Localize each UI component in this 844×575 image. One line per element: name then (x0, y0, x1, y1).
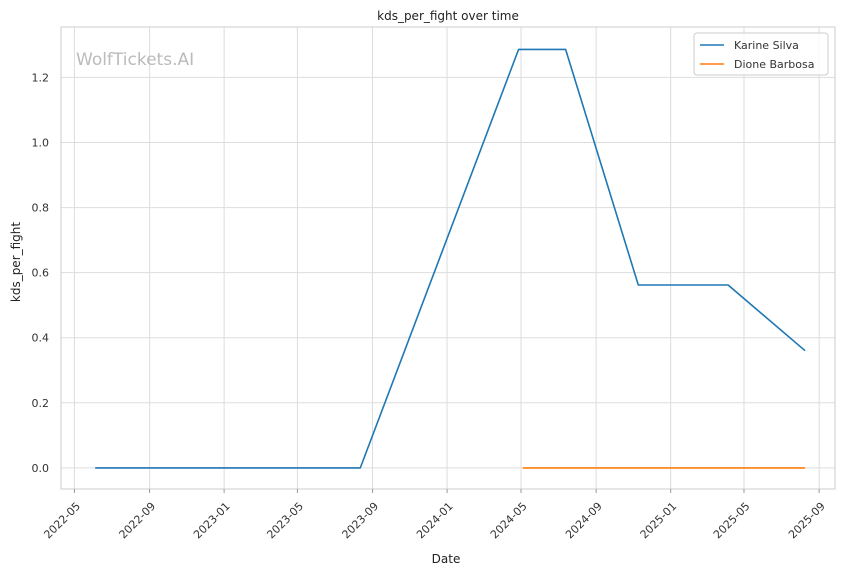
x-tick-label: 2023-09 (340, 500, 382, 542)
x-tick-label: 2022-05 (41, 500, 83, 542)
chart-title: kds_per_fight over time (377, 9, 519, 23)
x-tick-label: 2022-09 (117, 500, 159, 542)
x-tick-label: 2025-09 (786, 500, 828, 542)
legend-label: Dione Barbosa (734, 58, 815, 71)
x-tick-label: 2024-05 (488, 500, 530, 542)
x-tick-label: 2025-01 (638, 500, 680, 542)
axis-ticks: 2022-05 2022-09 2023-01 2023-05 2023-09 2024-… (32, 71, 828, 541)
x-tick-label: 2025-05 (711, 500, 753, 542)
series-lines (95, 48, 806, 469)
y-axis-label: kds_per_fight (9, 222, 23, 303)
y-tick-label: 0.8 (32, 202, 50, 215)
x-tick-label: 2023-05 (264, 500, 306, 542)
legend-box (693, 32, 829, 76)
watermark: WolfTickets.AI (76, 50, 194, 70)
grid-lines (61, 27, 835, 489)
x-tick-label: 2024-01 (414, 500, 456, 542)
plot-area (60, 26, 836, 490)
y-tick-label: 0.0 (32, 462, 50, 475)
x-tick-label: 2024-09 (563, 500, 605, 542)
series-line-karine-silva (95, 48, 806, 469)
y-tick-label: 0.6 (32, 267, 50, 280)
x-tick-label: 2023-01 (191, 500, 233, 542)
y-tick-label: 0.4 (32, 332, 50, 345)
x-axis-label: Date (432, 552, 461, 566)
y-tick-label: 0.2 (32, 397, 50, 410)
y-tick-label: 1.0 (32, 137, 50, 150)
y-tick-label: 1.2 (32, 71, 50, 84)
legend-label: Karine Silva (734, 39, 799, 52)
legend: Karine Silva Dione Barbosa (693, 32, 829, 76)
